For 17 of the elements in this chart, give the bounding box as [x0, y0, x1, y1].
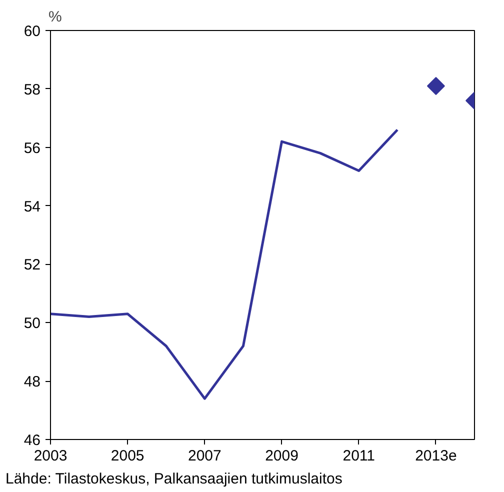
y-tick-label: 48 — [24, 374, 41, 391]
x-tick-label: 2011 — [342, 448, 375, 464]
y-axis-title: % — [48, 8, 62, 26]
y-tick-label: 46 — [24, 432, 41, 449]
x-tick-label: 2009 — [265, 448, 298, 464]
line-series — [50, 128, 399, 400]
y-tick-label: 50 — [24, 315, 41, 332]
x-tick-label: 2007 — [188, 448, 222, 464]
y-tick-label: 52 — [24, 256, 41, 274]
y-tick-label: 58 — [24, 81, 41, 98]
x-tick-label: 2013e — [415, 448, 457, 464]
x-tick-label: 2005 — [110, 448, 144, 464]
x-tick-label: 2003 — [34, 448, 68, 464]
y-tick-label: 54 — [24, 198, 41, 216]
y-tick-label: 56 — [24, 140, 41, 157]
y-tick-label: 60 — [24, 23, 41, 40]
text: Lähde: Tilastokeskus, Palkansaajien tutkimuslaitos — [6, 470, 342, 488]
